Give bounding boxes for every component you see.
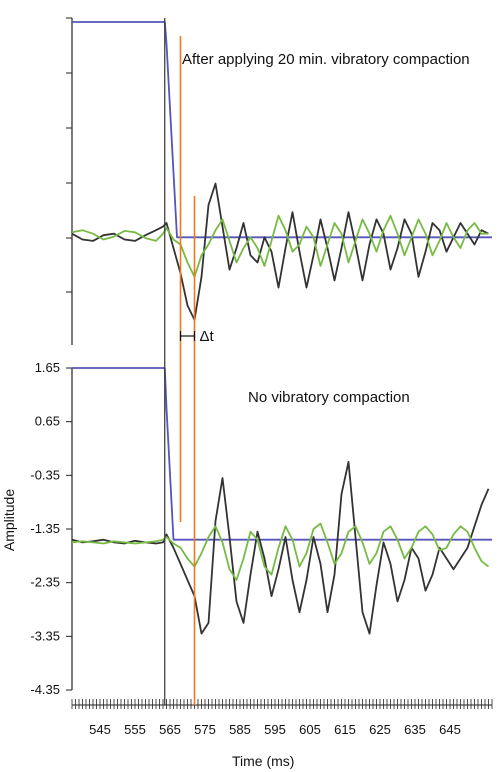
series-line	[71, 461, 490, 635]
y-tick-label: -0.35	[30, 467, 60, 482]
x-tick-label: 635	[404, 722, 426, 737]
bottom-y-ticks: 1.65 0.65 -0.35 -1.35 -2.35 -3.35 -4.35	[30, 360, 72, 697]
x-tick-label: 605	[299, 722, 321, 737]
x-tick-label: 575	[194, 722, 216, 737]
top-panel-title: After applying 20 min. vibratory compact…	[182, 51, 470, 68]
y-tick-label: 0.65	[35, 414, 60, 429]
x-tick-label: 595	[264, 722, 286, 737]
series-line	[71, 182, 489, 321]
bottom-panel: 1.65 0.65 -0.35 -1.35 -2.35 -3.35 -4.35 No vib…	[30, 360, 492, 697]
y-tick-label: -1.35	[30, 521, 60, 536]
x-tick-label: 545	[89, 722, 111, 737]
x-tick-label: 585	[229, 722, 251, 737]
series-line	[71, 522, 490, 581]
y-tick-label: -4.35	[30, 682, 60, 697]
top-y-ticks	[66, 17, 72, 293]
x-tick-label: 555	[124, 722, 146, 737]
x-tick-label: 645	[439, 722, 461, 737]
top-panel: After applying 20 min. vibratory compact…	[66, 17, 492, 345]
y-tick-label: -2.35	[30, 575, 60, 590]
x-tick-label: 615	[334, 722, 356, 737]
series-line	[72, 367, 492, 541]
bottom-series-group	[71, 367, 492, 635]
x-ticks: 545 555 565 575 585 595 605 615 625 635 645	[71, 699, 493, 737]
series-line	[72, 21, 492, 239]
time-markers: Δt	[164, 18, 215, 705]
y-tick-label: -3.35	[30, 628, 60, 643]
bottom-panel-title: No vibratory compaction	[248, 389, 410, 406]
delta-t-label: Δt	[200, 328, 215, 345]
x-axis-title: Time (ms)	[232, 753, 294, 769]
y-tick-label: 1.65	[35, 360, 60, 375]
y-axis-title: Amplitude	[1, 489, 17, 551]
x-tick-label: 625	[369, 722, 391, 737]
x-tick-label: 565	[159, 722, 181, 737]
